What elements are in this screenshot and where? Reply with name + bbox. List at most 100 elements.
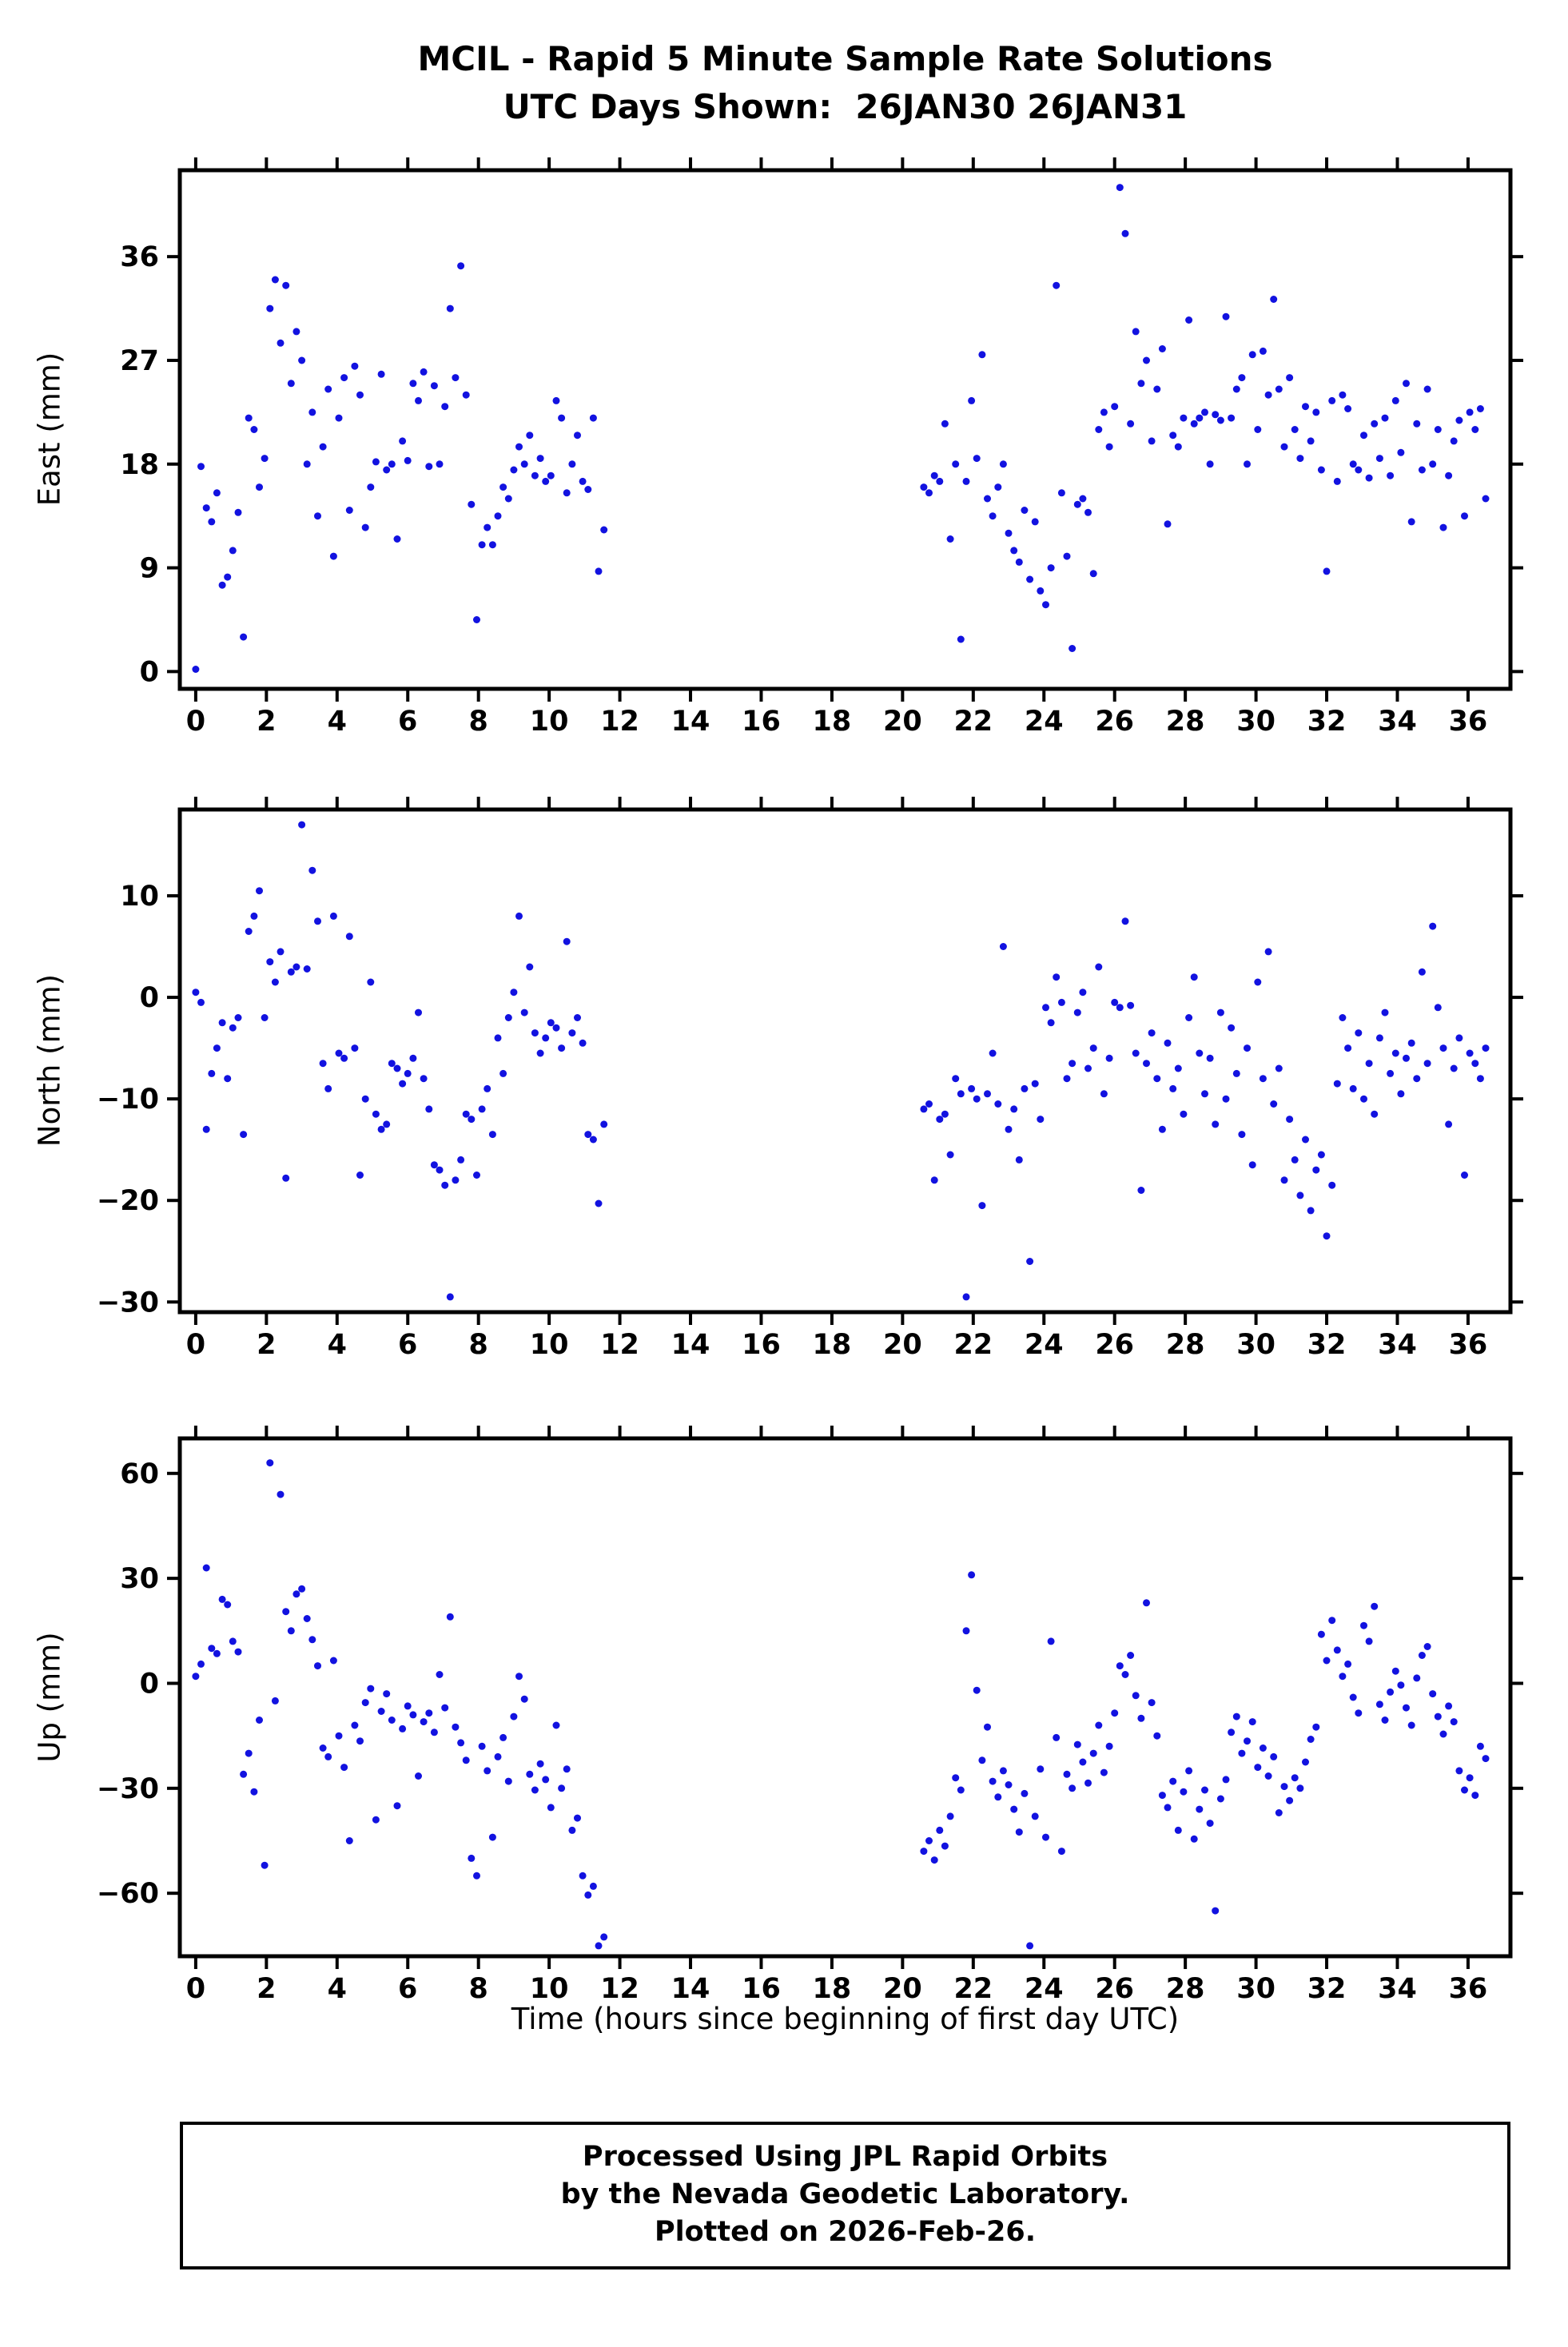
data-point (925, 489, 933, 497)
x-tick-label: 16 (742, 1329, 781, 1361)
data-point (1021, 1084, 1029, 1092)
east-frame (177, 168, 1513, 691)
data-point (345, 933, 353, 941)
data-point (1296, 1191, 1304, 1199)
data-point (1280, 443, 1288, 451)
data-point (1069, 1060, 1077, 1068)
data-point (324, 1084, 332, 1092)
data-point (1158, 1125, 1166, 1133)
data-point (1174, 1826, 1182, 1834)
data-point (1413, 1674, 1421, 1682)
x-tick-label: 28 (1166, 1973, 1205, 2005)
data-point (488, 1131, 496, 1139)
data-point (973, 1095, 981, 1103)
data-point (1291, 1774, 1299, 1782)
data-point (473, 1172, 480, 1179)
data-point (1450, 437, 1458, 445)
data-point (1180, 414, 1188, 422)
data-point (1482, 1755, 1490, 1763)
data-point (1216, 1795, 1224, 1803)
x-tick-label: 26 (1095, 1329, 1134, 1361)
data-point (377, 370, 385, 378)
data-point (1031, 1812, 1039, 1820)
data-point (579, 477, 587, 485)
x-tick-label: 10 (530, 706, 569, 738)
data-point (531, 1786, 539, 1794)
up-panel: 0 2 4 6 8 10 12 14 16 18 20 22 24 26 28 30 32 34 36−60−300… (97, 1426, 1523, 2005)
data-point (547, 1019, 555, 1027)
data-point (1222, 1095, 1230, 1103)
data-point (1057, 998, 1065, 1006)
data-point (989, 1049, 997, 1057)
x-tick-label: 14 (671, 706, 710, 738)
x-tick-label: 18 (813, 1329, 852, 1361)
data-point (298, 356, 306, 364)
data-point (229, 1024, 237, 1032)
data-point (234, 1014, 242, 1021)
data-point (1073, 1008, 1081, 1016)
x-tick-label: 22 (953, 1973, 993, 2005)
data-point (441, 403, 449, 411)
x-tick-label: 6 (398, 706, 417, 738)
x-tick-label: 4 (328, 1329, 347, 1361)
data-point (1423, 385, 1431, 393)
data-point (1232, 1713, 1240, 1720)
x-tick-label: 20 (883, 706, 922, 738)
data-point (1073, 500, 1081, 508)
data-point (1439, 523, 1447, 531)
data-point (441, 1704, 449, 1712)
data-point (574, 1014, 581, 1021)
data-point (1450, 1064, 1458, 1072)
data-point (1302, 1758, 1309, 1766)
data-point (213, 1649, 221, 1657)
data-point (261, 455, 269, 463)
data-point (1397, 1681, 1405, 1689)
data-point (240, 1770, 248, 1778)
data-point (1365, 1060, 1373, 1068)
data-point (1429, 1690, 1437, 1698)
data-point (930, 1856, 938, 1864)
data-point (1132, 1692, 1140, 1700)
data-point (277, 339, 285, 347)
data-point (388, 1060, 396, 1068)
data-point (520, 1008, 528, 1016)
data-point (1339, 1673, 1347, 1681)
y-tick-label: −30 (97, 1287, 159, 1319)
data-point (1423, 1060, 1431, 1068)
data-point (1089, 1044, 1097, 1052)
data-point (1371, 420, 1379, 428)
data-point (404, 1069, 412, 1077)
data-point (1238, 374, 1246, 382)
data-point (1084, 508, 1092, 516)
data-point (1439, 1044, 1447, 1052)
x-tick-label: 26 (1095, 706, 1134, 738)
data-point (473, 1872, 480, 1880)
data-point (510, 1713, 518, 1720)
data-point (1116, 184, 1124, 192)
data-point (208, 1069, 216, 1077)
data-point (484, 1767, 491, 1775)
data-point (1238, 1131, 1246, 1139)
data-point (994, 483, 1002, 491)
data-point (504, 1777, 512, 1785)
data-point (1307, 437, 1315, 445)
data-point (192, 666, 200, 673)
data-point (1254, 978, 1262, 986)
data-point (266, 304, 274, 312)
x-tick-label: 6 (398, 1973, 417, 2005)
data-point (526, 963, 534, 971)
data-point (293, 1590, 300, 1598)
data-point (1264, 948, 1272, 956)
x-tick-label: 22 (953, 706, 993, 738)
data-point (367, 483, 375, 491)
data-point (999, 943, 1007, 950)
data-point (1286, 1116, 1294, 1124)
data-point (1471, 1060, 1479, 1068)
data-point (303, 460, 311, 468)
north-panel: 0 2 4 6 8 10 12 14 16 18 20 22 24 26 28 30 32 34 36−30−20−… (97, 797, 1523, 1361)
data-point (287, 968, 295, 976)
data-point (984, 495, 991, 503)
data-point (1047, 1637, 1055, 1645)
data-point (494, 1034, 502, 1042)
data-point (484, 523, 491, 531)
